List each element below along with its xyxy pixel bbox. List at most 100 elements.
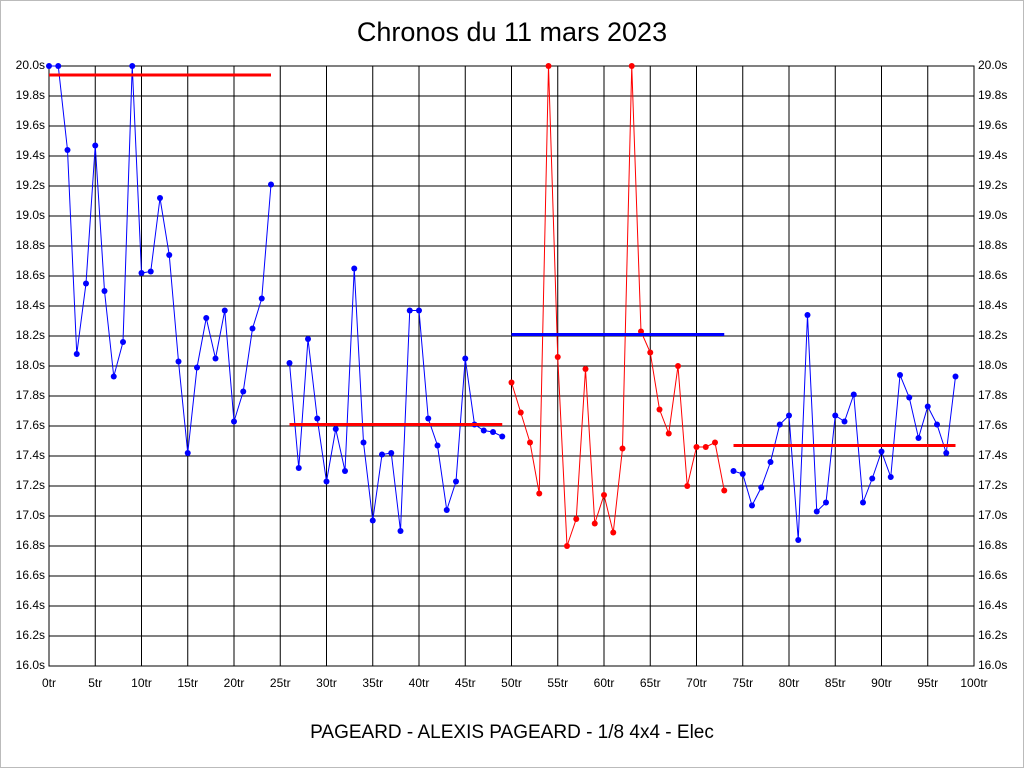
data-point — [554, 354, 561, 360]
y2-tick-label: 18.8s — [978, 238, 1007, 252]
y2-tick-label: 16.2s — [978, 628, 1007, 642]
y-tick-label: 19.4s — [16, 148, 45, 162]
data-point — [92, 142, 99, 149]
data-point — [943, 450, 950, 456]
plot-frame — [48, 65, 975, 667]
x-tick-label: 45tr — [455, 676, 476, 690]
y2-tick-label: 18.6s — [978, 268, 1007, 282]
data-point — [129, 63, 136, 69]
data-point — [231, 418, 237, 425]
x-tick-label: 70tr — [686, 676, 707, 690]
data-point — [480, 427, 487, 434]
data-point — [536, 490, 543, 497]
y2-tick-label: 18.0s — [978, 358, 1007, 372]
data-point — [305, 336, 311, 342]
data-point — [601, 492, 607, 498]
data-point — [110, 373, 117, 380]
data-point — [527, 439, 533, 446]
data-point — [83, 280, 89, 287]
data-point — [369, 517, 376, 524]
data-point — [406, 307, 413, 314]
data-point — [693, 444, 700, 450]
y2-tick-label: 19.4s — [978, 148, 1007, 162]
data-point — [268, 181, 274, 188]
y2-tick-label: 17.0s — [978, 508, 1007, 522]
data-point — [776, 421, 783, 428]
y2-tick-label: 16.6s — [978, 568, 1007, 582]
data-point — [730, 468, 737, 474]
x-tick-label: 75tr — [732, 676, 753, 690]
y2-tick-label: 17.6s — [978, 418, 1007, 432]
data-point — [203, 315, 210, 321]
data-point — [823, 499, 829, 506]
data-point — [379, 451, 385, 458]
y2-tick-label: 17.4s — [978, 448, 1007, 462]
data-point — [397, 528, 404, 534]
y2-tick-label: 19.0s — [978, 208, 1007, 222]
y-tick-label: 16.8s — [16, 538, 45, 552]
data-point — [221, 307, 228, 314]
data-point — [610, 529, 617, 536]
y-tick-label: 19.8s — [16, 88, 45, 102]
x-tick-label: 95tr — [917, 676, 938, 690]
chart-title: Chronos du 11 mars 2023 — [357, 17, 667, 47]
x-tick-label: 100tr — [960, 676, 987, 690]
data-point — [332, 426, 339, 432]
y2-tick-label: 18.2s — [978, 328, 1007, 342]
x-tick-label: 0tr — [42, 676, 56, 690]
data-point — [342, 468, 348, 474]
data-point — [878, 448, 885, 455]
data-point — [619, 445, 626, 452]
y2-tick-label: 17.2s — [978, 478, 1007, 492]
data-point — [832, 412, 839, 419]
data-point — [841, 418, 848, 425]
y2-tick-label: 20.0s — [978, 58, 1007, 72]
data-point — [647, 349, 654, 356]
data-point — [860, 499, 866, 506]
y-tick-label: 18.2s — [16, 328, 45, 342]
data-point — [46, 63, 52, 69]
data-point — [249, 325, 256, 332]
data-point — [64, 147, 71, 153]
x-tick-label: 80tr — [779, 676, 800, 690]
y-tick-label: 17.0s — [16, 508, 45, 522]
x-tick-label: 5tr — [88, 676, 102, 690]
data-point — [628, 63, 635, 69]
data-point — [739, 471, 746, 477]
x-tick-label: 90tr — [871, 676, 892, 690]
y-tick-label: 16.6s — [16, 568, 45, 582]
x-tick-label: 50tr — [501, 676, 522, 690]
data-point — [101, 288, 108, 294]
data-point — [184, 450, 191, 456]
x-tick-label: 55tr — [547, 676, 568, 690]
y-tick-label: 17.8s — [16, 388, 45, 402]
x-tick-label: 65tr — [640, 676, 661, 690]
data-point — [462, 355, 469, 362]
data-point — [656, 406, 663, 413]
y-tick-label: 16.2s — [16, 628, 45, 642]
y2-tick-label: 17.8s — [978, 388, 1007, 402]
y-tick-label: 18.8s — [16, 238, 45, 252]
x-tick-label: 10tr — [131, 676, 152, 690]
y-tick-label: 18.4s — [16, 298, 45, 312]
data-point — [675, 363, 681, 369]
series-line — [511, 65, 725, 547]
data-point — [443, 507, 450, 513]
data-point — [323, 478, 330, 485]
y2-tick-label: 19.2s — [978, 178, 1007, 192]
data-point — [804, 312, 811, 318]
data-point — [758, 484, 765, 491]
data-point — [712, 439, 718, 446]
y-tick-label: 19.0s — [16, 208, 45, 222]
data-point — [591, 520, 598, 527]
data-point — [157, 195, 163, 201]
x-tick-label: 60tr — [594, 676, 615, 690]
data-point — [564, 543, 570, 549]
data-point — [434, 442, 441, 449]
x-tick-label: 30tr — [316, 676, 337, 690]
data-point — [120, 339, 126, 345]
y2-tick-label: 19.6s — [978, 118, 1007, 132]
data-point — [416, 307, 422, 314]
data-point — [924, 403, 931, 410]
